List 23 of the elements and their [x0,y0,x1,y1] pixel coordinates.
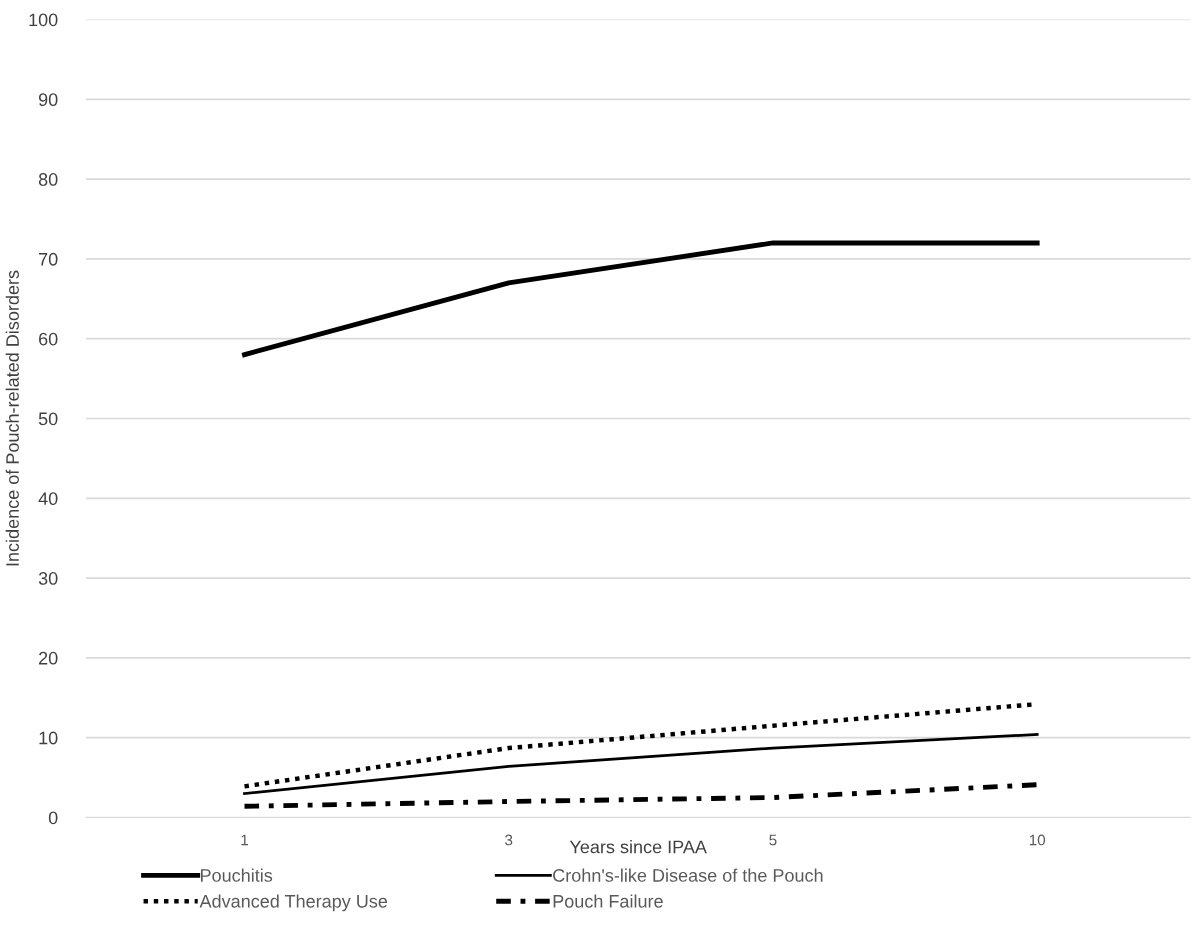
y-axis-title: Incidence of Pouch-related Disorders [5,270,19,566]
y-tick-label: 20 [39,651,58,665]
line-series [243,733,1039,795]
y-tick-label: 100 [29,13,58,27]
y-tick-label: 90 [38,93,58,107]
x-axis-title: Years since IPAA [569,840,707,854]
y-tick-label: 60 [39,332,58,346]
y-tick-label: 40 [38,492,58,506]
y-tick-label: 10 [39,731,58,745]
line-series [242,782,1040,809]
x-tick-label: 10 [1029,834,1046,846]
x-tick-label: 1 [241,834,248,846]
legend-label: Pouch Failure [553,894,663,908]
y-tick-label: 0 [48,811,58,825]
legend-label: Pouchitis [201,868,273,882]
y-tick-label: 30 [38,572,58,585]
x-tick-label: 5 [769,834,777,846]
legend-label: Crohn's-like Disease of the Pouch [553,868,823,882]
y-tick-label: 70 [39,252,58,266]
legend-label: Advanced Therapy Use [199,894,388,912]
y-tick-label: 80 [38,173,58,186]
x-tick-label: 3 [505,834,513,846]
y-tick-label: 50 [38,412,58,426]
